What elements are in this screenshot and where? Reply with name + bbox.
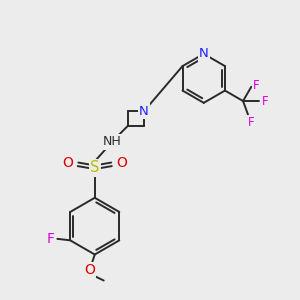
Text: O: O — [116, 156, 127, 170]
Text: S: S — [90, 160, 99, 175]
Text: F: F — [253, 79, 260, 92]
Text: N: N — [199, 47, 208, 60]
Text: NH: NH — [102, 135, 121, 148]
Text: F: F — [262, 94, 268, 107]
Text: O: O — [84, 263, 95, 277]
Text: O: O — [62, 156, 73, 170]
Text: F: F — [47, 232, 55, 246]
Text: N: N — [139, 105, 149, 118]
Text: F: F — [248, 116, 255, 129]
